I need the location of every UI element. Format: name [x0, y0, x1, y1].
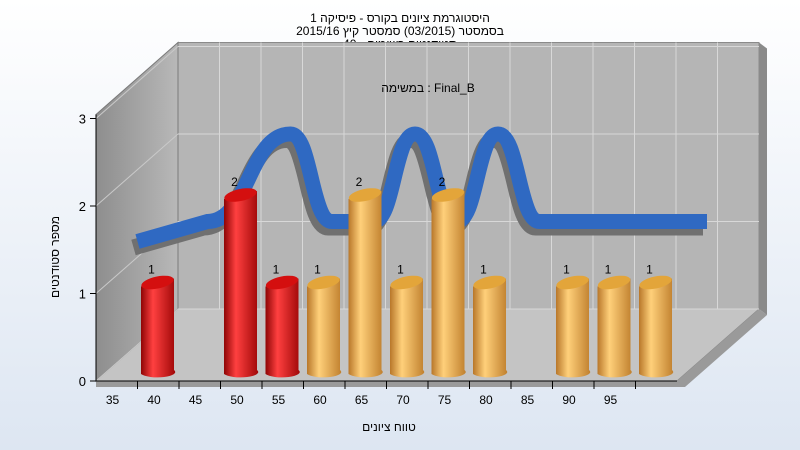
bar-value-label: 2	[356, 175, 363, 189]
x-tick-label: 75	[438, 393, 452, 407]
chart-title-line-2: בסמסטר (03/2015) סמסטר קיץ 2015/16	[296, 24, 504, 38]
bar-value-label: 1	[480, 263, 487, 277]
gridline-side	[95, 46, 179, 119]
bar-body	[597, 278, 632, 378]
bar-body	[265, 278, 300, 378]
bar-body	[473, 278, 508, 378]
x-tick-label: 70	[396, 393, 410, 407]
x-tick-label: 80	[479, 393, 493, 407]
x-tick-label: 50	[230, 393, 244, 407]
bar: 2	[348, 175, 383, 378]
y-tick-label: 1	[79, 287, 86, 302]
bar-cap	[639, 275, 672, 290]
x-tick-label: 90	[562, 393, 576, 407]
y-tick-label: 3	[79, 112, 86, 127]
bar: 1	[597, 263, 632, 378]
bar-body	[431, 191, 466, 378]
bar-value-label: 1	[605, 263, 612, 277]
bar: 1	[265, 263, 300, 378]
bar: 1	[473, 263, 508, 378]
bar-value-label: 1	[563, 263, 570, 277]
x-tick-label: 60	[313, 393, 327, 407]
bar-value-label: 1	[646, 263, 653, 277]
axes: 0 1 2 3 35 40 45 50 55 60 65 70 75 80 85 90 95	[79, 112, 677, 407]
bar: 1	[307, 263, 342, 378]
bar-cap	[556, 275, 589, 290]
x-tick-label: 95	[604, 393, 618, 407]
bar: 1	[141, 263, 176, 378]
bar-cap	[473, 275, 506, 290]
x-tick-label: 55	[272, 393, 286, 407]
bar-value-label: 1	[273, 263, 280, 277]
bar-value-label: 2	[231, 175, 238, 189]
bar-body	[390, 278, 425, 378]
bars: 1 2 1 1 2 1 2 1 1 1 1	[141, 175, 674, 378]
bar-cap	[307, 275, 340, 290]
bar-body	[141, 278, 176, 378]
bar: 1	[639, 263, 674, 378]
bar-value-label: 1	[314, 263, 321, 277]
y-tick-label: 0	[79, 374, 86, 389]
bar-value-label: 1	[148, 263, 155, 277]
bar-cap	[265, 275, 299, 290]
chart-subtitle: במשימה : Final_B	[381, 81, 475, 95]
bar-value-label: 2	[439, 175, 446, 189]
chart-title-line-1: היסטוגרמת ציונים בקורס - פיסיקה 1	[310, 11, 490, 25]
bar: 1	[556, 263, 591, 378]
x-axis-label: טווח ציונים	[362, 420, 416, 434]
bar-cap	[390, 275, 423, 290]
wall-edge	[759, 42, 767, 315]
x-tick-label: 40	[147, 393, 161, 407]
bar: 2	[224, 175, 259, 378]
gridline-side	[95, 133, 179, 207]
bar-cap	[224, 188, 257, 202]
y-tick-label: 2	[79, 199, 86, 214]
bar-body	[307, 278, 342, 378]
x-tick-label: 65	[355, 393, 369, 407]
bar-cap	[431, 188, 465, 202]
bar-value-label: 1	[397, 263, 404, 277]
bar-body	[639, 278, 674, 378]
bar-cap	[348, 188, 382, 202]
bar-body	[348, 191, 383, 378]
bar-body	[224, 191, 259, 378]
bar: 2	[431, 175, 466, 378]
x-tick-label: 85	[521, 393, 535, 407]
bar-cap	[141, 275, 174, 290]
bar-cap	[597, 275, 631, 290]
x-tick-label: 35	[106, 393, 120, 407]
bar-body	[556, 278, 591, 378]
x-tick-label: 45	[189, 393, 203, 407]
bar: 1	[390, 263, 425, 378]
